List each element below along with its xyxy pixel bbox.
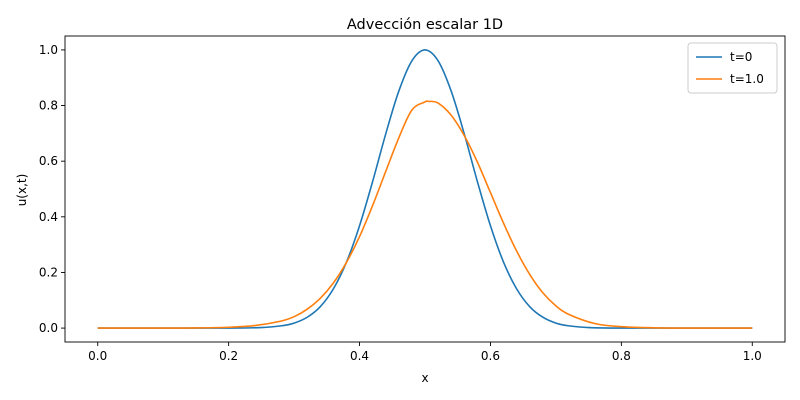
- y-tick-label: 0.6: [39, 154, 58, 168]
- x-tick-label: 1.0: [743, 349, 762, 363]
- axes-frame: [64, 35, 786, 343]
- x-tick-label: 0.8: [612, 349, 631, 363]
- x-axis-label: x: [421, 371, 428, 385]
- y-tick-label: 0.8: [39, 99, 58, 113]
- y-tick-label: 0.0: [39, 321, 58, 335]
- x-tick-label: 0.2: [219, 349, 238, 363]
- y-axis-label: u(x,t): [15, 174, 29, 207]
- x-tick-label: 0.0: [88, 349, 107, 363]
- y-tick-label: 0.4: [39, 210, 58, 224]
- plot-area: 0.0 0.2 0.4 0.6 0.8 1.0 0.0 0.2 0.4 0.6 0.8 1.0: [39, 35, 786, 363]
- x-tick-label: 0.6: [481, 349, 500, 363]
- series-line-1: [97, 49, 753, 329]
- y-tick-label: 1.0: [39, 43, 58, 57]
- y-tick-label: 0.2: [39, 265, 58, 279]
- legend-box: [687, 42, 778, 94]
- chart-title: Advección escalar 1D: [347, 17, 503, 33]
- legend-label: t=0: [730, 50, 752, 64]
- legend-label: t=1.0: [730, 72, 764, 86]
- legend: t=0 t=1.0: [687, 42, 778, 94]
- series-line-2: [97, 100, 753, 329]
- x-tick-label: 0.4: [350, 349, 369, 363]
